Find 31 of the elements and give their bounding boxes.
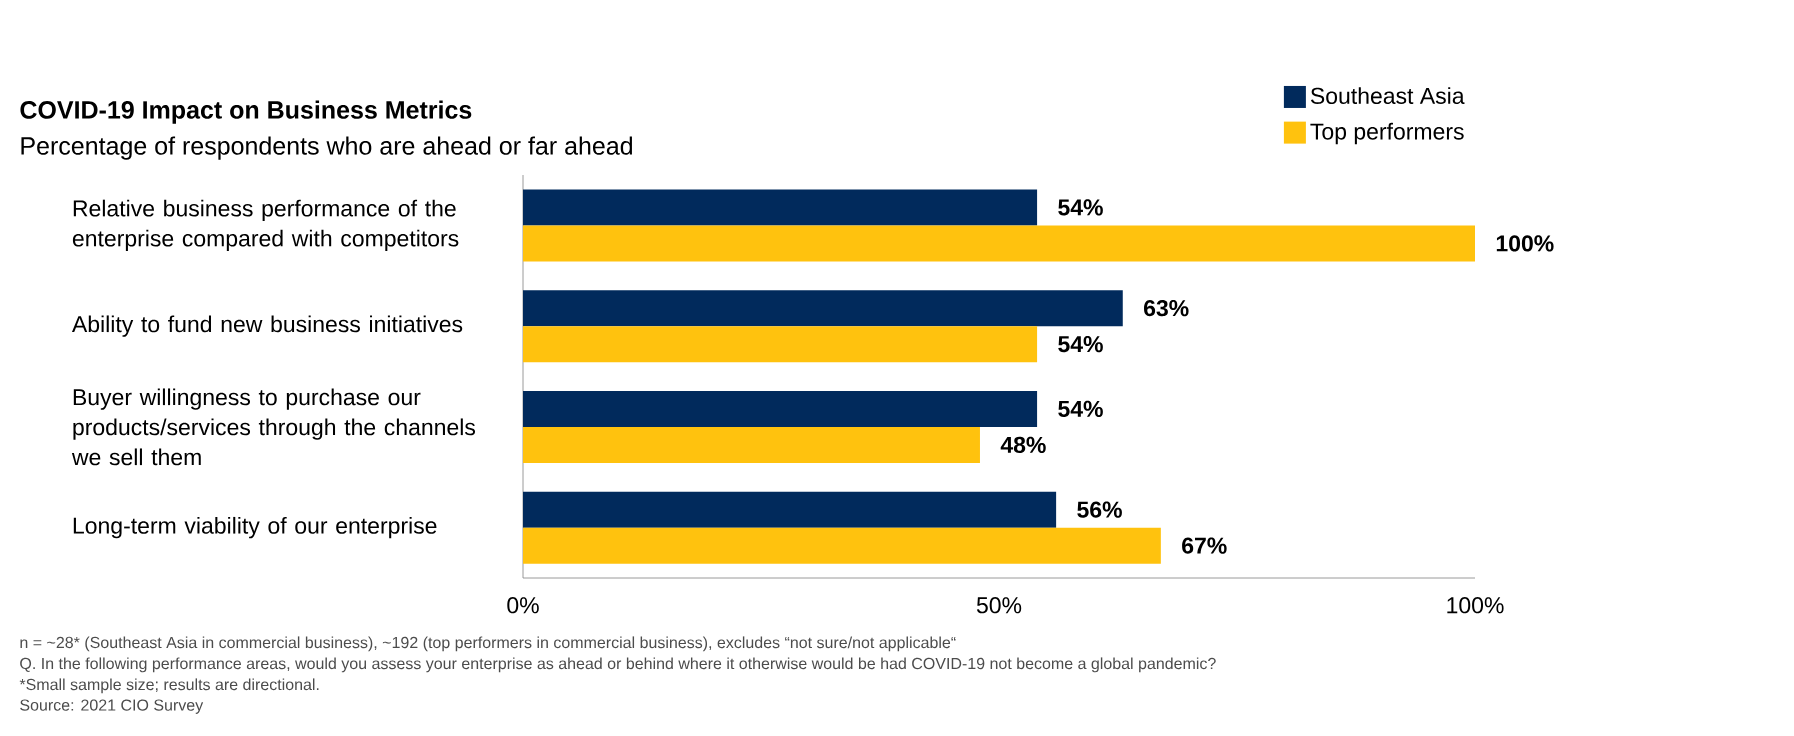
- bar: [523, 390, 1038, 427]
- y-tick-label: Long-term viability of our enterprise: [73, 516, 437, 539]
- y-tick-label: Ability to fund new business initiatives: [71, 315, 463, 337]
- bar: [523, 426, 980, 463]
- chart-subtitle: Percentage of respondents who are ahead or far ahead: [21, 136, 632, 160]
- x-tick-label: 100%: [1447, 597, 1504, 614]
- text: *Small sample size; results are directional.: [19, 678, 319, 694]
- data-label: 56%: [1077, 501, 1122, 518]
- bar: [523, 491, 1057, 528]
- data-label: 54%: [1058, 400, 1103, 417]
- text: Q. In the following performance areas, would you assess your enterprise as ahead or behind where it otherwise would be had COVID-19 not become a global pandemic?: [20, 657, 1216, 673]
- data-label: 67%: [1182, 537, 1227, 554]
- text: n = ~28* (Southeast Asia in commercial business), ~192 (top performers in commercial business), excludes “not sure/not applicable“: [20, 636, 956, 652]
- data-label: 48%: [1000, 436, 1046, 454]
- data-label: 63%: [1144, 299, 1189, 317]
- data-label: 54%: [1058, 199, 1103, 216]
- bar: [523, 527, 1161, 564]
- bar: [523, 326, 1038, 363]
- bar: [523, 189, 1038, 226]
- bar: [523, 225, 1475, 262]
- legend-label: Top performers: [1310, 122, 1464, 145]
- legend-label: Southeast Asia: [1310, 87, 1465, 105]
- data-label: 54%: [1058, 336, 1103, 353]
- data-label: 100%: [1496, 235, 1554, 252]
- x-tick-label: 50%: [976, 597, 1022, 614]
- bar: [523, 290, 1123, 327]
- x-tick-label: 0%: [507, 597, 539, 614]
- source-note: Source: 2021 CIO Survey: [20, 699, 204, 714]
- y-tick-label: Buyer willingness to purchase our products/services through the channels we sell them: [71, 388, 476, 466]
- text: COVID-19 Impact on Business Metrics: [20, 100, 472, 124]
- y-tick-label: Relative business performance of the enterprise compared with competitors: [72, 199, 459, 252]
